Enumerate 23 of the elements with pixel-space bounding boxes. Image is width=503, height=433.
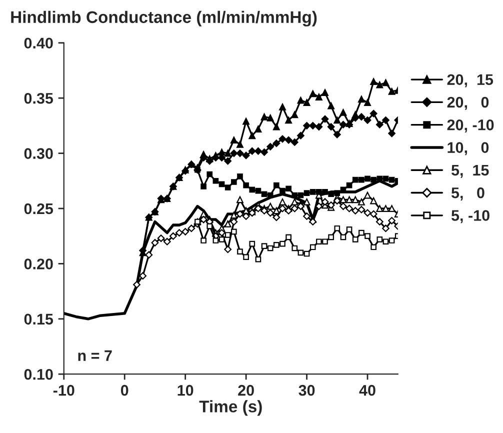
legend-label: 5, -10 [451, 210, 490, 224]
y-tick-label: 0.40 [24, 38, 53, 49]
y-axis-title: Hindlimb Conductance (ml/min/mmHg) [11, 10, 317, 26]
x-tick-label: 40 [359, 384, 376, 396]
x-tick-label: 30 [298, 384, 315, 396]
y-tick-label: 0.15 [24, 314, 54, 325]
legend-label: 20, -10 [447, 120, 494, 133]
x-tick-label: 10 [178, 384, 194, 396]
legend-label: 5, 15 [451, 164, 489, 178]
y-tick-label: 0.20 [24, 258, 53, 270]
legend-label: 10, 0 [448, 142, 489, 156]
legend-label: 20, 0 [447, 96, 489, 110]
x-tick-label: 0 [120, 384, 128, 396]
x-tick-label: -10 [53, 384, 74, 396]
x-axis-title: Time (s) [199, 400, 262, 416]
legend-label: 20, 15 [447, 74, 494, 88]
y-tick-label: 0.30 [24, 148, 53, 159]
y-tick-label: 0.10 [24, 368, 53, 380]
y-tick-label: 0.25 [24, 203, 54, 214]
annotation: n = 7 [78, 350, 112, 361]
x-tick-label: 20 [238, 384, 254, 396]
legend-label: 5, 0 [451, 187, 484, 200]
y-tick-label: 0.35 [24, 92, 54, 104]
